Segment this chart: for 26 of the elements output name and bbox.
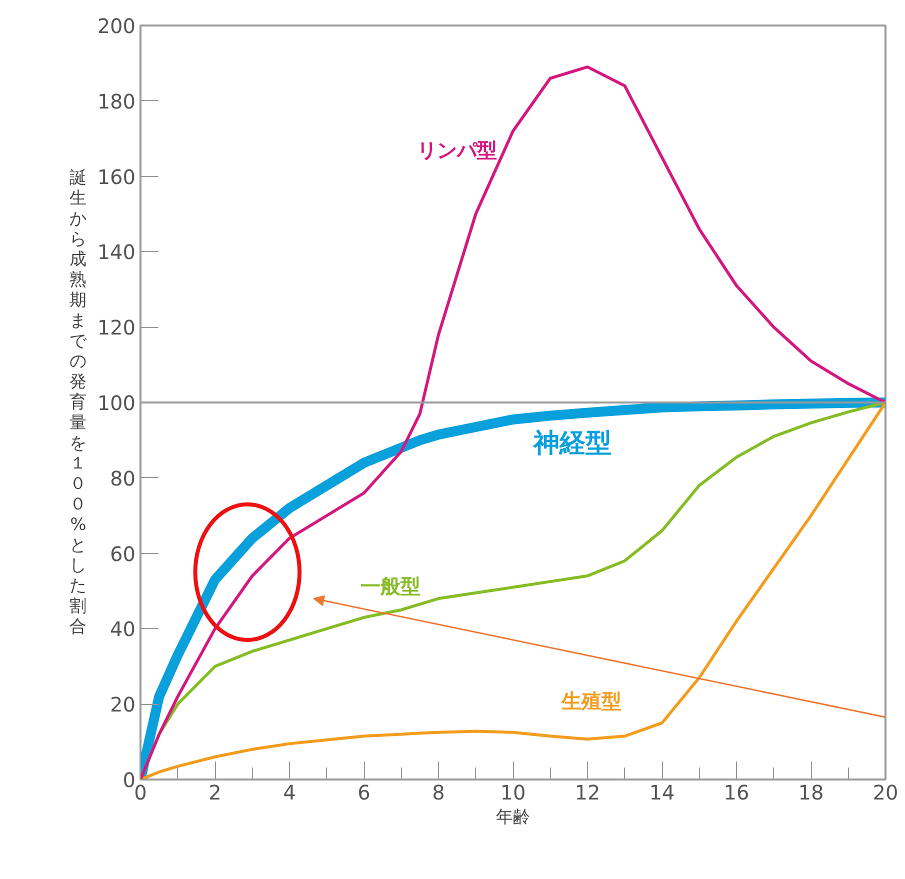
y-tick-label: 40 bbox=[110, 617, 136, 642]
x-tick-label: 18 bbox=[798, 780, 824, 804]
y-tick-label: 80 bbox=[110, 466, 136, 490]
y-tick-label: 60 bbox=[110, 542, 136, 566]
x-tick-label: 8 bbox=[432, 780, 445, 804]
y-tick-label: 120 bbox=[97, 316, 136, 340]
y-tick-label: 160 bbox=[97, 164, 136, 189]
x-tick-label: 12 bbox=[574, 780, 600, 804]
series-label: 神経型 bbox=[532, 428, 612, 459]
x-tick-label: 16 bbox=[724, 780, 750, 804]
x-tick-label: 10 bbox=[500, 780, 526, 804]
x-tick-label: 6 bbox=[358, 780, 370, 804]
text: 誕生から成熟期までの発育量を１００%とした割合 bbox=[69, 168, 86, 637]
x-tick-label: 20 bbox=[872, 780, 898, 804]
y-tick-label: 20 bbox=[110, 692, 136, 717]
x-axis-title: 年齢 bbox=[496, 808, 530, 828]
x-tick-label: 14 bbox=[649, 780, 675, 804]
y-tick-label: 140 bbox=[97, 240, 136, 264]
series-label: リンパ型 bbox=[416, 138, 497, 162]
y-tick-label: 100 bbox=[97, 391, 136, 415]
series-label: 一般型 bbox=[360, 574, 420, 598]
x-tick-label: 2 bbox=[208, 780, 222, 804]
y-tick-label: 180 bbox=[97, 89, 136, 114]
x-tick-label: 4 bbox=[283, 780, 296, 804]
series-label: 生殖型 bbox=[560, 689, 622, 714]
y-tick-label: 200 bbox=[97, 14, 136, 38]
